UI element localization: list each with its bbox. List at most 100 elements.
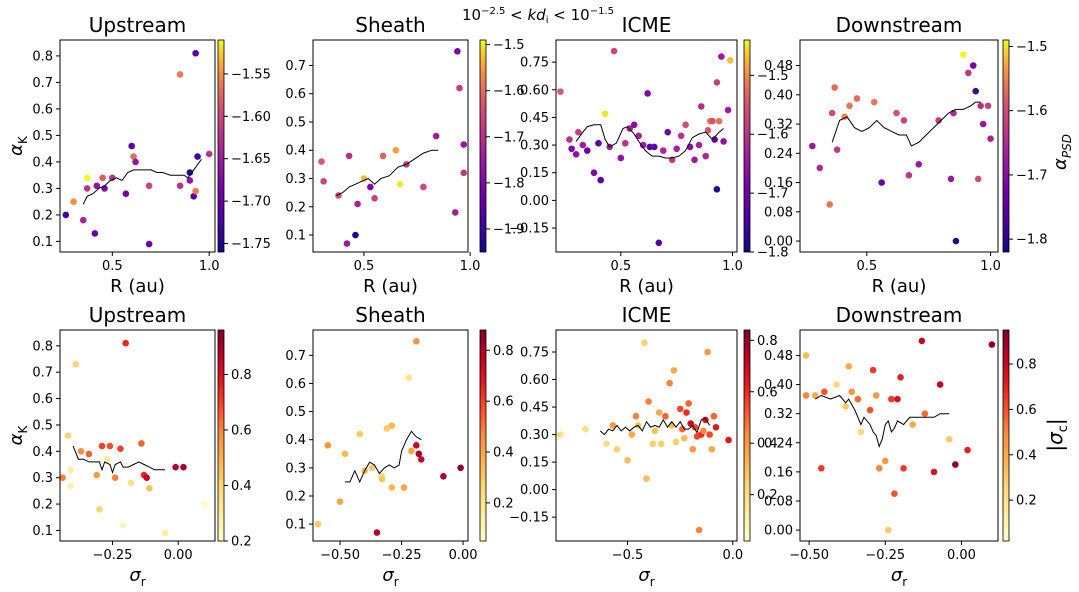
colorbar-tick-label: −1.6 (757, 128, 789, 143)
scatter-point (336, 498, 344, 505)
row1-colorbar-label: αPSD (1050, 134, 1074, 170)
scatter-point (59, 474, 66, 482)
scatter-point (821, 388, 828, 396)
scatter-point (826, 201, 833, 208)
scatter-point (662, 412, 669, 420)
scatter-point (666, 379, 673, 387)
scatter-point (79, 216, 87, 224)
y-tick-label: 0.15 (520, 166, 549, 181)
scatter-point (651, 143, 658, 151)
y-tick-label: 0.4 (285, 433, 306, 448)
y-tick-label: 0.1 (32, 235, 53, 250)
scatter-point (161, 529, 169, 537)
scatter-point (712, 423, 720, 431)
y-tick-label: 0.75 (520, 346, 549, 361)
colorbar-tick-label: −1.8 (757, 246, 789, 261)
scatter-point (905, 171, 913, 179)
y-tick-label: 0.7 (285, 59, 306, 74)
scatter-point (557, 88, 564, 95)
y-tick-label: 0.30 (520, 428, 549, 443)
scatter-point (655, 409, 663, 416)
scatter-point (708, 445, 716, 453)
scatter-point (72, 360, 80, 368)
scatter-point (828, 109, 836, 117)
scatter-point (400, 484, 408, 491)
trend-line (336, 149, 439, 196)
scatter-point (192, 187, 199, 195)
trend-line (831, 101, 981, 147)
panel-1-3: ICME −0.15 0.00 0.15 0.30 0.45 0.60 0.75 0.5 1.0 R… (509, 13, 788, 297)
y-tick-label: 0.00 (520, 483, 549, 498)
scatter-point (831, 84, 838, 91)
scatter-point (67, 466, 74, 474)
y-tick-label: 0.1 (285, 229, 306, 244)
scatter-point (379, 152, 387, 160)
scatter-point (724, 106, 732, 114)
scatter-point (706, 431, 713, 438)
scatter-point (609, 422, 617, 429)
colorbar (743, 39, 751, 253)
scatter-point (657, 440, 665, 448)
panel-title: Upstream (89, 303, 186, 327)
colorbar-tick-label: −1.60 (231, 110, 271, 125)
scatter-point (318, 158, 325, 165)
scatter-point (91, 230, 99, 237)
y-tick-label: 0.48 (764, 349, 793, 364)
scatter-point (405, 374, 413, 382)
colorbar-tick-label: −1.7 (757, 187, 789, 202)
colorbar-tick-label: 0.8 (231, 368, 252, 383)
colorbar-tick-label: −1.7 (493, 130, 525, 145)
scatter-point (845, 363, 853, 370)
y-tick-label: 0.30 (520, 139, 549, 154)
y-tick-label: 0.5 (285, 405, 306, 420)
scatter-point (866, 406, 874, 414)
y-tick-label: 0.6 (32, 102, 53, 117)
scatter-point (186, 177, 194, 184)
scatter-point (176, 182, 184, 190)
panel-title: ICME (622, 303, 672, 327)
y-tick-label: 0.1 (32, 524, 53, 539)
colorbar-tick-label: 0.4 (757, 437, 778, 452)
scatter-point (601, 110, 609, 118)
scatter-point (921, 410, 929, 417)
scatter-point (952, 237, 960, 245)
scatter-point (122, 190, 130, 197)
scatter-point (176, 71, 184, 78)
y-tick-label: 0.8 (32, 339, 53, 354)
scatter-point (713, 79, 721, 86)
colorbar-tick-label: 0.2 (757, 488, 778, 503)
panel-1-1: Upstream 0.1 0.2 0.3 0.4 0.5 0.6 0.7 0.8 0.5 1.0 R … (6, 13, 271, 297)
x-tick-label: 0.00 (449, 548, 478, 563)
colorbar (743, 329, 751, 542)
y-tick-label: 0.6 (285, 87, 306, 102)
scatter-point (655, 239, 663, 247)
scatter-point (689, 445, 697, 453)
colorbar-tick-label: 0.8 (493, 344, 514, 359)
scatter-point (881, 457, 889, 465)
colorbar-tick-label: −1.5 (1016, 40, 1048, 55)
colorbar-tick-label: 0.8 (1016, 358, 1037, 373)
trend-line (82, 159, 202, 205)
x-tick-label: −0.25 (382, 548, 422, 563)
trend-line (72, 445, 166, 474)
scatter-point (575, 128, 582, 136)
scatter-point (109, 174, 116, 182)
y-tick-label: 0.1 (285, 518, 306, 533)
scatter-point (192, 49, 199, 57)
x-tick-label: 0.5 (354, 259, 375, 274)
x-axis-label: σr (382, 565, 398, 589)
scatter-point (988, 341, 996, 348)
scatter-point (568, 145, 575, 153)
y-tick-label: 0.24 (764, 147, 793, 162)
scatter-point (354, 200, 361, 208)
colorbar-tick-label: 0.4 (231, 479, 252, 494)
scatter-point (96, 506, 103, 513)
trend-line (814, 394, 950, 448)
y-tick-label: 0.3 (32, 182, 53, 197)
scatter-point (853, 95, 861, 102)
scatter-point (83, 185, 91, 192)
y-tick-label: 0.45 (520, 401, 549, 416)
scatter-point (595, 139, 602, 147)
y-tick-label: 0.08 (764, 205, 793, 220)
scatter-point (643, 475, 650, 482)
